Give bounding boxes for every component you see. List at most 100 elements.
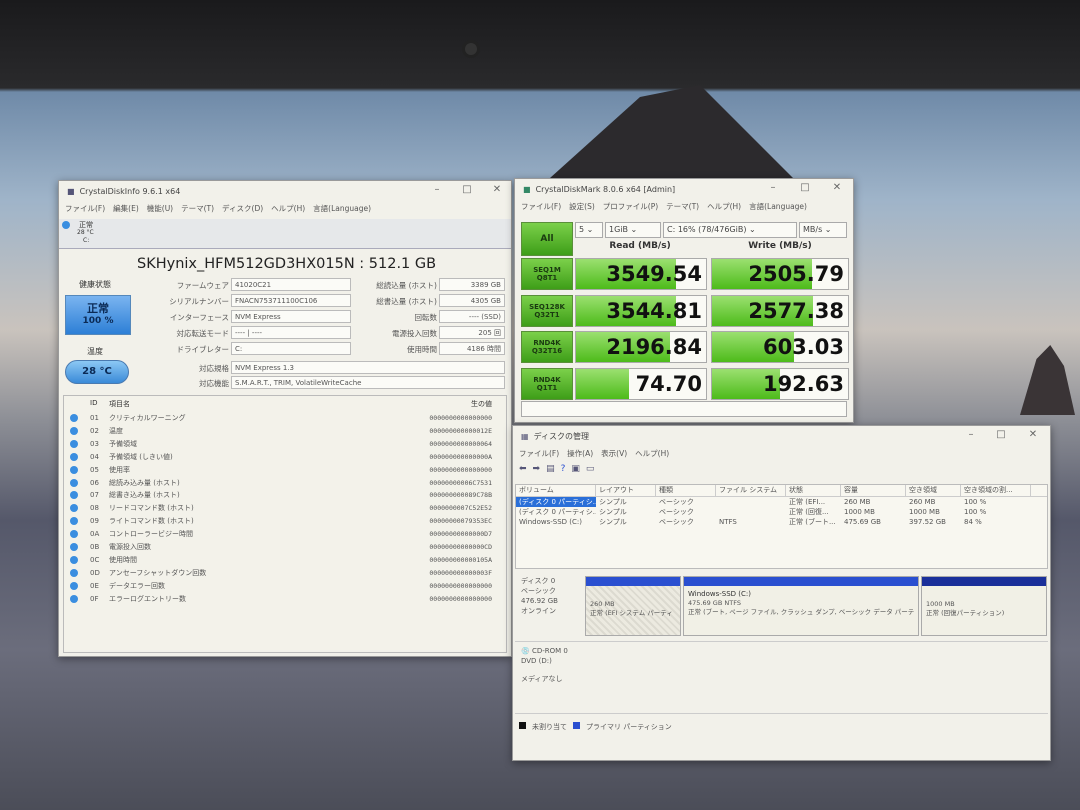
menu-item[interactable]: テーマ(T) [666, 202, 700, 211]
column-header[interactable]: 空き領域の割... [961, 485, 1031, 496]
partition-block[interactable]: 260 MB 正常 (EFI システム パーティ [585, 576, 681, 636]
smart-row[interactable]: 0A コントローラービジー時間 00000000000000D7 [64, 528, 506, 540]
test-button-seq1m[interactable]: SEQ1M Q8T1 [521, 258, 573, 290]
menu-item[interactable]: プロファイル(P) [602, 202, 659, 211]
column-header[interactable]: 状態 [786, 485, 841, 496]
smart-row[interactable]: 04 予備領域 (しきい値) 000000000000000A [64, 451, 506, 463]
minimize-button[interactable]: – [770, 182, 776, 193]
menu-item[interactable]: ヘルプ(H) [635, 449, 670, 458]
close-button[interactable]: ✕ [1028, 429, 1038, 440]
partition-size: 1000 MB [926, 600, 955, 608]
smart-row[interactable]: 05 使用率 0000000000000000 [64, 464, 506, 476]
smart-row[interactable]: 0B 電源投入回数 00000000000000CD [64, 541, 506, 553]
properties-icon[interactable]: ▤ [546, 464, 555, 474]
menu-item[interactable]: ファイル(F) [519, 449, 560, 458]
read-bar [576, 259, 677, 289]
cdrom-0-row: 💿 CD-ROM 0 DVD (D:) メディアなし [515, 644, 1048, 714]
menu-item[interactable]: 操作(A) [567, 449, 594, 458]
read-bar [576, 332, 671, 362]
features-value: S.M.A.R.T., TRIM, VolatileWriteCache [231, 376, 505, 389]
col-id-header[interactable]: ID [90, 399, 98, 407]
count-select[interactable]: 5 ⌄ [575, 222, 603, 238]
test-button-rnd4k[interactable]: RND4K Q1T1 [521, 367, 573, 400]
menu-item[interactable]: 表示(V) [601, 449, 628, 458]
smart-raw: 0000000000000000 [429, 581, 492, 590]
col-name-header[interactable]: 項目名 [109, 400, 130, 408]
column-header[interactable]: 容量 [841, 485, 906, 496]
cdrom-0-info[interactable]: 💿 CD-ROM 0 DVD (D:) メディアなし [521, 647, 568, 683]
partition-block[interactable]: 1000 MB 正常 (回復パーティション) [921, 576, 1047, 636]
view-icon[interactable]: ▣ [571, 464, 580, 474]
menu-item[interactable]: ディスク(D) [222, 204, 264, 213]
smart-raw: 000000000089C78B [429, 491, 492, 500]
size-select[interactable]: 1GiB ⌄ [605, 222, 661, 238]
close-button[interactable]: ✕ [832, 182, 842, 193]
smart-row[interactable]: 06 総読み込み量 (ホスト) 00000000006C7531 [64, 477, 506, 489]
smart-raw: 0000000000000000 [429, 414, 492, 422]
menu-item[interactable]: テーマ(T) [181, 204, 215, 213]
volume-row[interactable]: (ディスク 0 パーティシ... シンプル ベーシック 正常 (EFI... 260 M… [516, 497, 1047, 507]
column-header[interactable]: 空き領域 [906, 485, 961, 496]
minimize-button[interactable]: – [434, 184, 440, 195]
list-icon[interactable]: ▭ [585, 464, 595, 474]
disk-0-row: ディスク 0 ベーシック 476.92 GB オンライン 260 MB 正常 (EFI … [515, 574, 1048, 642]
column-header[interactable]: ボリューム [516, 485, 596, 496]
smart-row[interactable]: 0C 使用時間 000000000000105A [64, 554, 506, 566]
read-result: 3544.81 [575, 294, 707, 327]
menu-item[interactable]: 編集(E) [113, 204, 139, 213]
maximize-button[interactable]: □ [800, 182, 810, 193]
menu-item[interactable]: ファイル(F) [521, 202, 562, 211]
smart-row[interactable]: 0D アンセーフシャットダウン回数 000000000000003F [64, 567, 506, 579]
col-raw-header[interactable]: 生の値 [471, 400, 492, 408]
run-all-button[interactable]: All [521, 222, 573, 256]
smart-row[interactable]: 02 温度 000000000000012E [64, 425, 506, 437]
menu-item[interactable]: 設定(S) [569, 202, 595, 211]
test-button-seq128k[interactable]: SEQ128K Q32T1 [521, 294, 573, 327]
partition-block[interactable]: Windows-SSD (C:) 475.69 GB NTFS 正常 (ブート, ペ… [683, 576, 919, 636]
maximize-button[interactable]: □ [996, 429, 1006, 440]
smart-row[interactable]: 08 リードコマンド数 (ホスト) 0000000007C52E52 [64, 502, 506, 514]
minimize-button[interactable]: – [968, 429, 974, 440]
drive-select[interactable]: C: 16% (78/476GiB) ⌄ [663, 222, 797, 238]
toolbar: ⬅ ➡ ▤? ▣ ▭ [519, 464, 594, 474]
smart-row[interactable]: 09 ライトコマンド数 (ホスト) 00000000079353EC [64, 515, 506, 527]
unit-select[interactable]: MB/s ⌄ [799, 222, 847, 238]
field-value: 41020C21 [231, 278, 351, 291]
write-result: 2577.38 [711, 294, 849, 327]
test-button-rnd4k[interactable]: RND4K Q32T16 [521, 331, 573, 363]
menu-item[interactable]: ファイル(F) [65, 204, 106, 213]
smart-raw: 0000000007C52E52 [429, 504, 492, 513]
back-icon[interactable]: ⬅ [519, 464, 527, 474]
column-header[interactable]: 種類 [656, 485, 716, 496]
drive-tab[interactable]: 正常 28 °C C: [59, 219, 511, 249]
maximize-button[interactable]: □ [462, 184, 472, 195]
smart-name: エラーログエントリー数 [109, 594, 186, 603]
status-dot-icon [70, 530, 78, 539]
smart-row[interactable]: 0E データエラー回数 0000000000000000 [64, 580, 506, 592]
column-header[interactable]: ファイル システム [716, 485, 786, 496]
smart-row[interactable]: 0F エラーログエントリー数 0000000000000000 [64, 593, 506, 605]
smart-row[interactable]: 01 クリティカルワーニング 0000000000000000 [64, 412, 506, 424]
read-result: 3549.54 [575, 258, 707, 290]
disk-0-info[interactable]: ディスク 0 ベーシック 476.92 GB オンライン [521, 577, 558, 615]
smart-name: 使用時間 [109, 555, 137, 564]
menu-item[interactable]: 言語(Language) [749, 202, 807, 211]
close-button[interactable]: ✕ [492, 184, 502, 195]
smart-row[interactable]: 07 総書き込み量 (ホスト) 000000000089C78B [64, 489, 506, 501]
read-result: 2196.84 [575, 331, 707, 363]
forward-icon[interactable]: ➡ [532, 464, 541, 474]
menu-item[interactable]: ヘルプ(H) [707, 202, 742, 211]
status-dot-icon [70, 555, 78, 564]
help-icon[interactable]: ? [560, 464, 566, 474]
standard-value: NVM Express 1.3 [231, 361, 505, 374]
volume-row[interactable]: (ディスク 0 パーティシ... シンプル ベーシック 正常 (回復... 1000 M… [516, 507, 1047, 517]
menu-item[interactable]: 機能(U) [146, 204, 174, 213]
tray-drive: C: [83, 237, 90, 244]
menu-item[interactable]: ヘルプ(H) [271, 204, 306, 213]
menu-item[interactable]: 言語(Language) [313, 204, 372, 213]
column-header[interactable]: レイアウト [596, 485, 656, 496]
comment-field[interactable] [521, 401, 847, 417]
field-label: ファームウェア [176, 281, 229, 290]
smart-row[interactable]: 03 予備領域 0000000000000064 [64, 438, 506, 450]
volume-row[interactable]: Windows-SSD (C:) シンプル ベーシック NTFS 正常 (ブート... 4… [516, 517, 1047, 527]
